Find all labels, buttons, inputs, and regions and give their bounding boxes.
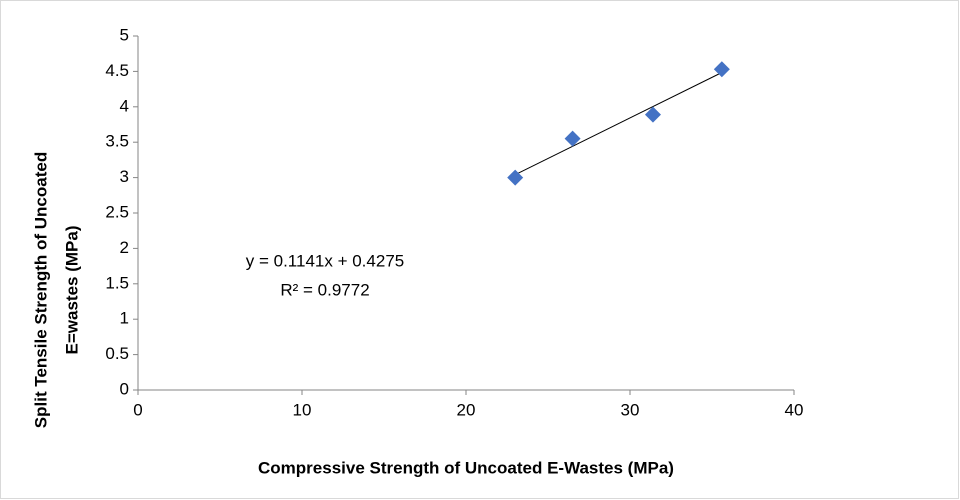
data-point (713, 61, 730, 78)
y-tick-label: 4 (120, 96, 129, 115)
data-point (564, 130, 581, 147)
y-tick-label: 5 (120, 25, 129, 44)
y-tick-label: 2.5 (105, 202, 129, 221)
annotation: y = 0.1141x + 0.4275 (246, 251, 404, 270)
y-axis-title: Split Tensile Strength of Uncoated (31, 152, 50, 428)
data-point (507, 169, 524, 186)
y-tick-label: 0.5 (105, 344, 129, 363)
y-tick-label: 0 (120, 379, 129, 398)
x-tick-label: 0 (133, 400, 142, 419)
y-tick-label: 3.5 (105, 132, 129, 151)
x-axis-title: Compressive Strength of Uncoated E-Waste… (258, 458, 674, 477)
x-tick-label: 30 (621, 400, 640, 419)
trendline (514, 72, 723, 176)
y-tick-label: 1.5 (105, 273, 129, 292)
annotation: R² = 0.9772 (280, 280, 369, 299)
x-tick-label: 20 (457, 400, 476, 419)
x-tick-label: 40 (785, 400, 804, 419)
x-tick-label: 10 (293, 400, 312, 419)
y-tick-label: 2 (120, 238, 129, 257)
y-tick-label: 1 (120, 309, 129, 328)
data-point (644, 106, 661, 123)
y-tick-label: 3 (120, 167, 129, 186)
y-axis-title: E=wastes (MPa) (62, 226, 81, 355)
y-tick-label: 4.5 (105, 61, 129, 80)
